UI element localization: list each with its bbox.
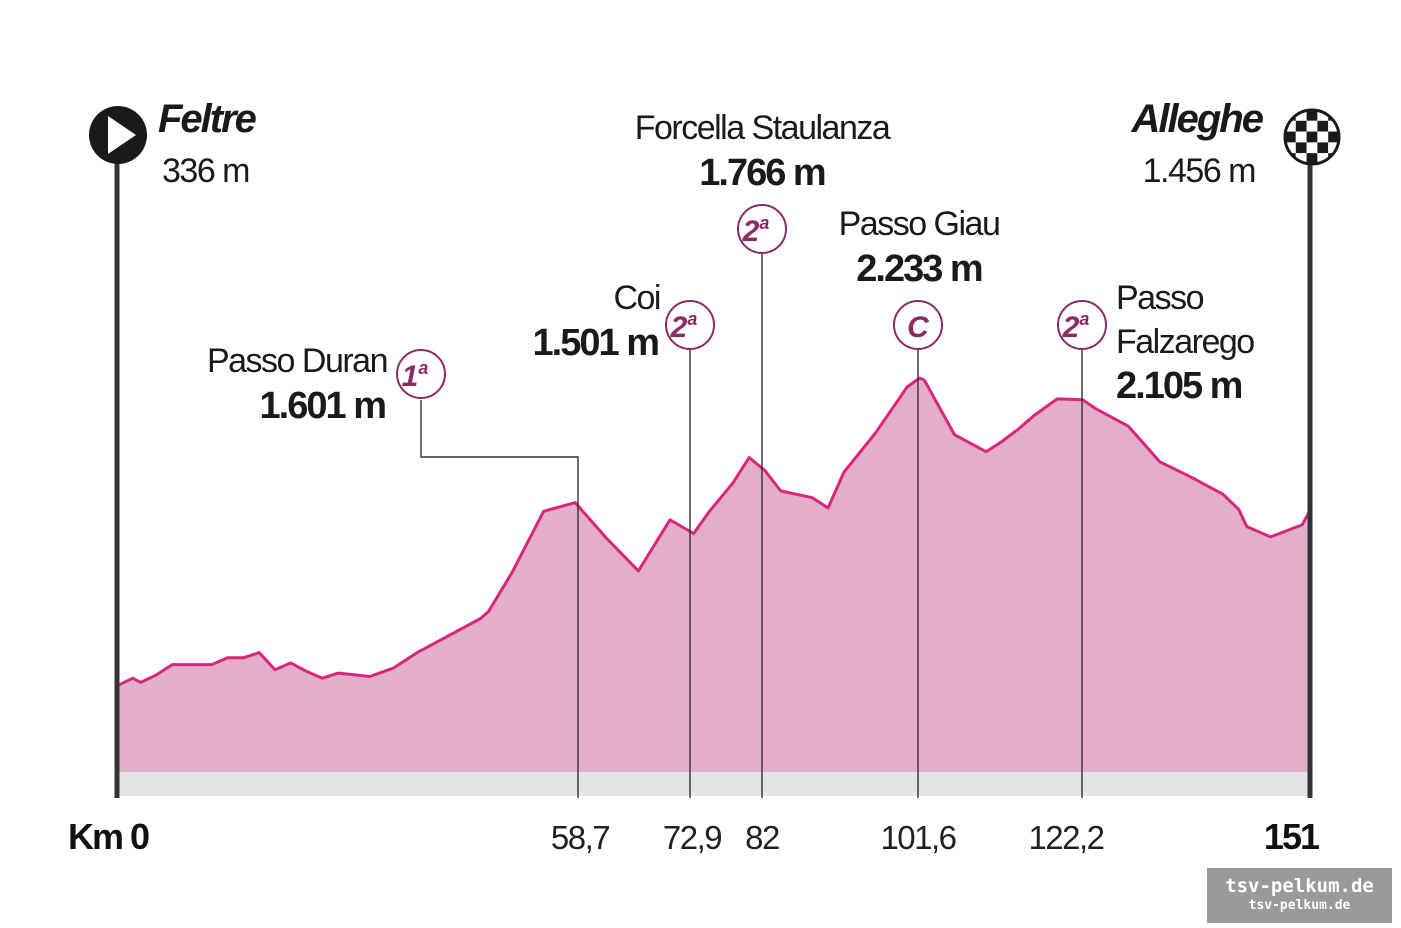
profile-base-band [117, 772, 1310, 796]
start-town-label: Feltre [158, 97, 257, 141]
checker-square [1306, 110, 1318, 121]
climb-leaders [420, 254, 1083, 798]
category-badge: 2a [665, 300, 715, 350]
watermark-sub-text: tsv-pelkum.de [1248, 898, 1351, 913]
finish-town-label: Alleghe [1131, 97, 1264, 141]
checker-square [1317, 142, 1329, 154]
category-badge: C [893, 300, 943, 350]
checker-square [1285, 131, 1296, 143]
km-tick-label: 58,7 [551, 819, 609, 856]
km-tick-label: 122,2 [1028, 819, 1103, 856]
climb-altitude-label: 1.766 m [699, 152, 825, 194]
checker-square [1317, 120, 1329, 132]
climb-name-label: Falzarego [1116, 323, 1254, 361]
svg-text:C: C [907, 311, 930, 344]
leader-passo-duran [420, 400, 579, 798]
climb-name-label: Coi [613, 279, 660, 317]
category-badge: 2a [1057, 300, 1107, 350]
climb-name-label: Passo Giau [839, 205, 1000, 243]
checker-square [1295, 142, 1307, 154]
watermark: tsv-pelkum.de tsv-pelkum.de [1207, 868, 1392, 923]
checker-square [1295, 120, 1307, 132]
checker-square [1295, 131, 1307, 143]
checker-square [1317, 131, 1329, 143]
checker-square [1306, 153, 1318, 164]
checker-square [1285, 142, 1296, 154]
climb-altitude-label: 1.601 m [260, 385, 386, 427]
category-badge: 1a [396, 349, 446, 399]
checker-square [1306, 131, 1318, 143]
svg-text:2a: 2a [1062, 309, 1090, 344]
finish-flag-icon [1283, 108, 1341, 166]
elevation-area [117, 378, 1310, 772]
watermark-main-text: tsv-pelkum.de [1225, 875, 1374, 897]
elevation-line [116, 376, 1312, 688]
start-flag-icon [89, 106, 147, 164]
finish-altitude-label: 1.456 m [1143, 152, 1256, 190]
checker-square [1328, 120, 1339, 132]
checker-square [1328, 131, 1339, 143]
svg-text:2a: 2a [742, 213, 770, 248]
climb-altitude-label: 2.233 m [856, 248, 982, 290]
climb-name-label: Passo Duran [207, 342, 387, 380]
svg-text:1a: 1a [402, 358, 429, 393]
climb-name-label: Passo [1116, 279, 1204, 317]
checker-square [1306, 142, 1318, 154]
climb-altitude-label: 1.501 m [533, 322, 659, 364]
checker-square [1306, 120, 1318, 132]
svg-text:2a: 2a [670, 309, 698, 344]
km-finish-label: 151 [1264, 816, 1320, 857]
category-badge: 2a [737, 204, 787, 254]
checker-square [1295, 110, 1307, 121]
climb-name-label: Forcella Staulanza [635, 109, 891, 147]
km-tick-label: 101,6 [880, 819, 955, 856]
checker-square [1317, 153, 1329, 164]
start-altitude-label: 336 m [162, 152, 249, 190]
km-tick-label: 72,9 [663, 819, 721, 856]
checker-square [1285, 120, 1296, 132]
checker-square [1295, 153, 1307, 164]
climb-altitude-label: 2.105 m [1116, 365, 1242, 407]
checker-square [1317, 110, 1329, 121]
km-start-label: Km 0 [68, 816, 149, 857]
km-tick-label: 82 [745, 819, 779, 856]
checker-square [1328, 142, 1339, 154]
